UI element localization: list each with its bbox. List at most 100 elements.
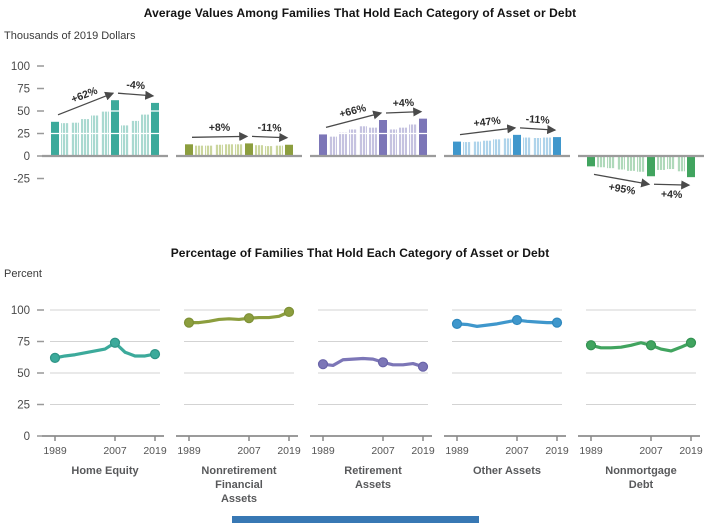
bar-chart-nonmortgage-debt: +95% +4% xyxy=(578,87,704,201)
y-axis-tick-label: 25 xyxy=(17,400,30,412)
bar-1992 xyxy=(463,142,471,156)
bar-2010 xyxy=(657,156,665,170)
x-axis-year-label: 2019 xyxy=(277,445,301,457)
bar-2001 xyxy=(225,144,233,156)
bottom-panel-title: Percentage of Families That Hold Each Ca… xyxy=(170,246,550,260)
y-axis-tick-label: 0 xyxy=(24,431,30,443)
y-axis-tick-label: 100 xyxy=(11,61,30,73)
bar-chart-home-equity: +62% -4% xyxy=(42,79,168,180)
data-line xyxy=(187,310,291,325)
bar-1989 xyxy=(319,134,327,156)
data-marker-2007 xyxy=(109,337,121,348)
bar-1998 xyxy=(483,140,491,156)
bar-2001 xyxy=(627,156,635,171)
bar-1989 xyxy=(453,141,461,156)
pct-change-arrow xyxy=(57,91,115,116)
bar-2010 xyxy=(523,137,531,156)
category-label-other-assets: Other Assets xyxy=(472,465,542,477)
line-chart-nonmortgage-debt: 1989 2007 2019 xyxy=(578,309,703,457)
bar-2013 xyxy=(533,138,541,156)
pct-change-label: -4% xyxy=(126,79,146,92)
bar-chart-nonretirement-financial-assets: +8% -11% xyxy=(176,87,302,180)
line-chart-retirement-assets: 1989 2007 2019 xyxy=(310,309,435,457)
data-marker-2019 xyxy=(283,306,295,317)
data-marker-1989 xyxy=(585,340,597,351)
bar-2007 xyxy=(513,134,521,156)
data-marker-2007 xyxy=(377,357,389,368)
cropped-blue-element xyxy=(232,516,479,523)
data-marker-2019 xyxy=(149,348,161,360)
bar-1992 xyxy=(195,145,203,156)
pct-change-arrow xyxy=(653,180,691,190)
y-axis-tick-label: 50 xyxy=(17,106,30,118)
data-marker-1989 xyxy=(49,352,61,363)
bar-2019 xyxy=(151,102,159,156)
bar-2001 xyxy=(493,139,501,156)
y-axis-tick-label: 75 xyxy=(17,337,30,349)
data-marker-1989 xyxy=(317,359,329,370)
bar-2007 xyxy=(111,100,119,156)
data-marker-2007 xyxy=(511,314,523,326)
bar-chart-retirement-assets: +66% +4% xyxy=(310,87,436,180)
category-label-nonretirement-financial-assets: Nonretirement Financial Assets xyxy=(201,465,277,505)
bar-2016 xyxy=(409,124,417,156)
bar-2004 xyxy=(235,144,243,156)
pct-change-label: +62% xyxy=(70,84,100,105)
data-marker-2019 xyxy=(685,337,697,348)
pct-change-arrow xyxy=(385,107,423,117)
bar-1992 xyxy=(597,156,605,168)
bar-2007 xyxy=(245,143,253,156)
bar-1995 xyxy=(473,141,481,156)
bar-1995 xyxy=(71,122,79,156)
bar-1998 xyxy=(81,119,89,156)
bar-2007 xyxy=(647,156,655,177)
bar-2013 xyxy=(399,127,407,156)
pct-change-label: -11% xyxy=(257,122,282,135)
percentage-line-chart: 100 75 50 25 0 1989 2007 2019 1989 2007 2019 1989 20… xyxy=(11,305,703,457)
bar-2019 xyxy=(553,137,561,156)
pct-change-label: +4% xyxy=(393,97,415,110)
bar-1998 xyxy=(349,129,357,156)
pct-change-label: +4% xyxy=(661,188,683,201)
pct-change-arrow xyxy=(191,131,249,142)
bar-1995 xyxy=(339,132,347,156)
line-chart-other-assets: 1989 2007 2019 xyxy=(444,309,569,457)
line-chart-home-equity: 1989 2007 2019 xyxy=(42,309,167,457)
bar-chart-other-assets: +47% -11% xyxy=(444,87,570,180)
bar-2016 xyxy=(543,137,551,156)
x-axis-year-label: 2007 xyxy=(505,445,529,457)
category-labels: Home Equity Nonretirement Financial Assets R… xyxy=(0,464,720,520)
bar-1989 xyxy=(51,121,59,156)
data-line xyxy=(321,356,425,369)
top-unit-label: Thousands of 2019 Dollars xyxy=(4,30,136,42)
bar-1995 xyxy=(607,156,615,169)
x-axis-year-label: 1989 xyxy=(311,445,335,457)
y-axis-tick-label: 50 xyxy=(17,368,30,380)
bar-2013 xyxy=(131,120,139,156)
x-axis-year-label: 1989 xyxy=(445,445,469,457)
data-marker-2007 xyxy=(243,313,255,324)
x-axis-year-label: 2007 xyxy=(103,445,127,457)
bar-2016 xyxy=(141,114,149,156)
average-values-bar-chart: 100 75 50 25 0 -25 +62% -4% +8% -11% +66% +4% +47% -1… xyxy=(11,61,704,201)
bottom-unit-label: Percent xyxy=(4,268,42,280)
bar-2001 xyxy=(359,126,367,156)
pct-change-arrow xyxy=(251,132,289,142)
pct-change-label: +8% xyxy=(209,122,231,134)
data-marker-2019 xyxy=(417,361,429,372)
x-axis-year-label: 2007 xyxy=(237,445,261,457)
y-axis-tick-label: 0 xyxy=(24,151,30,163)
x-axis-year-label: 2007 xyxy=(639,445,663,457)
bar-1998 xyxy=(215,144,223,156)
bar-1992 xyxy=(61,123,69,156)
bar-1998 xyxy=(617,156,625,170)
bar-2010 xyxy=(389,129,397,156)
pct-change-label: +47% xyxy=(473,115,502,130)
pct-change-arrow xyxy=(593,173,651,188)
bar-2019 xyxy=(687,156,695,178)
bar-2019 xyxy=(419,118,427,156)
bar-2010 xyxy=(121,125,129,156)
x-axis-year-label: 1989 xyxy=(43,445,67,457)
bar-2004 xyxy=(503,138,511,156)
